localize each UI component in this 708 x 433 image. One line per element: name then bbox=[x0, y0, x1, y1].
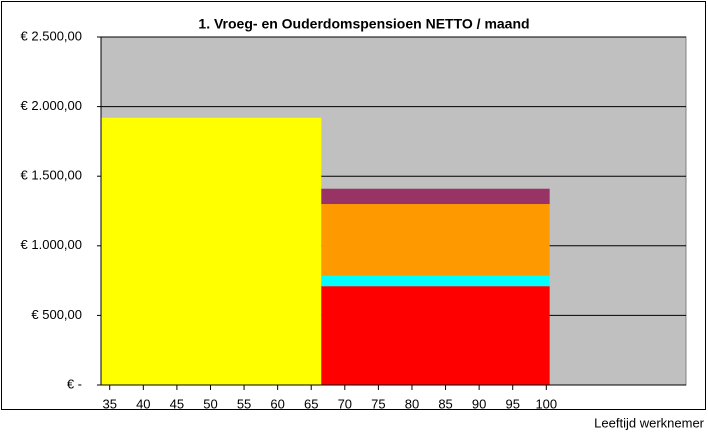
x-tick-label: 75 bbox=[371, 396, 385, 411]
bar-segment bbox=[321, 204, 550, 276]
y-tick-label: € 500,00 bbox=[31, 307, 82, 322]
x-tick-label: 45 bbox=[170, 396, 184, 411]
bar-segment bbox=[321, 286, 550, 385]
y-tick-label: € - bbox=[67, 376, 82, 391]
x-tick-label: 60 bbox=[270, 396, 284, 411]
x-tick-label: 70 bbox=[338, 396, 352, 411]
x-axis-title: Leeftijd werknemer bbox=[594, 415, 704, 430]
x-tick-label: 90 bbox=[472, 396, 486, 411]
chart-title: 1. Vroeg- en Ouderdomspensioen NETTO / m… bbox=[198, 16, 529, 32]
bar-segment bbox=[101, 117, 322, 386]
x-tick-label: 35 bbox=[102, 396, 116, 411]
y-tick-label: € 1.000,00 bbox=[21, 237, 82, 252]
x-tick-label: 95 bbox=[505, 396, 519, 411]
y-tick-label: € 2.500,00 bbox=[21, 28, 82, 43]
y-tick-label: € 1.500,00 bbox=[21, 168, 82, 183]
x-tick-label: 55 bbox=[237, 396, 251, 411]
bar-segment bbox=[321, 275, 550, 287]
x-tick-label: 50 bbox=[203, 396, 217, 411]
x-tick-label: 85 bbox=[438, 396, 452, 411]
x-tick-label: 65 bbox=[304, 396, 318, 411]
x-tick-label: 40 bbox=[136, 396, 150, 411]
x-tick-label: 100 bbox=[535, 396, 557, 411]
y-tick-label: € 2.000,00 bbox=[21, 98, 82, 113]
bar-segment bbox=[321, 188, 550, 205]
x-tick-label: 80 bbox=[405, 396, 419, 411]
